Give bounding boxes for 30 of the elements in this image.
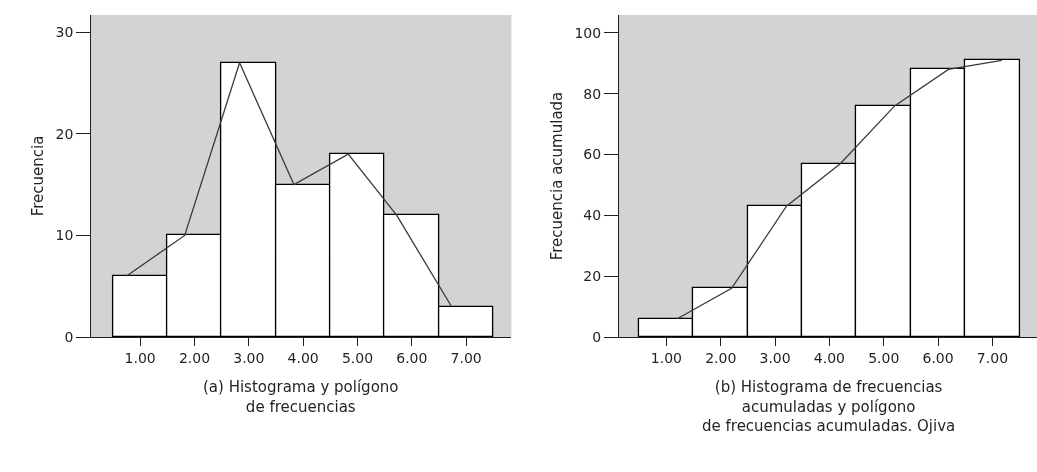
y-tick-label: 60: [583, 146, 602, 163]
x-tick-label: 3.00: [759, 349, 791, 366]
x-tick-label: 2.00: [705, 349, 737, 366]
line-series: [676, 59, 1003, 320]
y-tick-label: 40: [583, 207, 602, 224]
x-tick-label: 5.00: [868, 349, 900, 366]
y-tick-label: 80: [583, 85, 602, 102]
x-tick-label: 4.00: [813, 349, 845, 366]
y-tick-label: 30: [55, 24, 74, 41]
y-axis-title: Frecuencia acumulada: [547, 91, 566, 261]
y-tick-label: 10: [55, 227, 74, 244]
x-tick-label: 1.00: [124, 349, 156, 366]
x-tick-label: 7.00: [450, 349, 482, 366]
text: (b) Histograma de frecuencias acumuladas y polígono de frecuencias acumuladas. Ojiva: [702, 378, 956, 435]
x-tick-label: 6.00: [396, 349, 428, 366]
x-tick-label: 2.00: [178, 349, 211, 366]
x-tick-label: 3.00: [233, 349, 265, 366]
y-tick-label: 20: [55, 125, 74, 142]
x-tick-label: 6.00: [922, 349, 954, 366]
x-tick-label: 1.00: [650, 349, 682, 366]
line-series: [125, 62, 453, 308]
text: (a) Histograma y polígono de frecuencias: [203, 378, 399, 416]
y-tick-label: 20: [583, 268, 602, 285]
y-tick-label: 100: [574, 24, 602, 41]
x-tick-label: 5.00: [341, 349, 374, 366]
y-axis-title: Frecuencia: [28, 135, 47, 217]
x-tick-label: 4.00: [287, 349, 319, 366]
y-tick-label: 0: [592, 328, 602, 345]
x-tick-label: 7.00: [976, 349, 1009, 366]
y-tick-label: 0: [64, 328, 74, 345]
